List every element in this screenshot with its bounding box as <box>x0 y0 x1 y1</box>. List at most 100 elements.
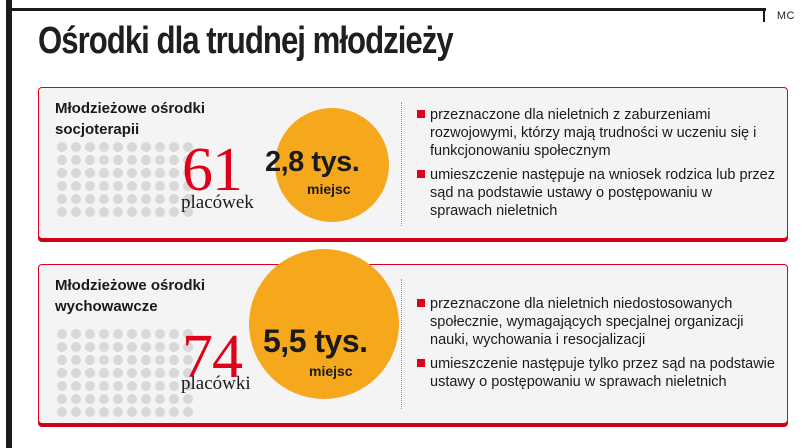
dot-icon <box>169 194 179 204</box>
dot-icon <box>57 194 67 204</box>
dot-icon <box>113 329 123 339</box>
dot-icon <box>85 394 95 404</box>
dot-grid <box>57 329 194 418</box>
dot-icon <box>57 142 67 152</box>
dot-icon <box>183 355 193 365</box>
dot-icon <box>183 407 193 417</box>
dot-icon <box>169 394 179 404</box>
dot-icon <box>169 181 179 191</box>
dot-icon <box>99 155 109 165</box>
card-wychowawcze: Młodzieżowe ośrodki wychowawcze 74 placó… <box>38 249 788 424</box>
dot-icon <box>113 342 123 352</box>
dot-icon <box>85 407 95 417</box>
dot-icon <box>127 142 137 152</box>
dot-icon <box>155 142 165 152</box>
places-unit: miejsc <box>307 181 351 197</box>
dot-icon <box>71 181 81 191</box>
dot-icon <box>169 155 179 165</box>
places-circle <box>275 108 389 222</box>
dot-icon <box>85 194 95 204</box>
dot-icon <box>71 329 81 339</box>
dot-icon <box>57 207 67 217</box>
dot-icon <box>127 381 137 391</box>
dot-icon <box>85 355 95 365</box>
page-title: Ośrodki dla trudnej młodzieży <box>38 20 454 62</box>
dot-icon <box>141 155 151 165</box>
dot-icon <box>99 181 109 191</box>
dot-icon <box>183 207 193 217</box>
card-title-line1: Młodzieżowe ośrodki <box>55 100 206 117</box>
dot-icon <box>85 168 95 178</box>
dot-icon <box>71 207 81 217</box>
places-value: 2,8 tys. <box>265 146 360 178</box>
dot-icon <box>183 168 193 178</box>
dot-icon <box>57 355 67 365</box>
dot-icon <box>99 368 109 378</box>
dot-icon <box>113 155 123 165</box>
dot-icon <box>169 407 179 417</box>
dot-icon <box>71 368 81 378</box>
frame-left-bar <box>6 0 12 448</box>
card-title: Młodzieżowe ośrodki wychowawcze <box>55 275 275 317</box>
dot-icon <box>57 342 67 352</box>
dot-icon <box>113 407 123 417</box>
facility-count: 61 <box>182 136 243 204</box>
dot-icon <box>113 207 123 217</box>
dot-icon <box>141 342 151 352</box>
bullet-text: umieszczenie następuje na wniosek rodzic… <box>430 167 775 219</box>
dot-icon <box>113 381 123 391</box>
dot-icon <box>71 407 81 417</box>
card-title-line1: Młodzieżowe ośrodki <box>55 277 206 294</box>
author-credit: MC <box>776 10 795 22</box>
dot-icon <box>141 407 151 417</box>
dot-icon <box>113 181 123 191</box>
dot-icon <box>183 155 193 165</box>
frame-corner-tick <box>763 8 765 22</box>
dot-icon <box>57 329 67 339</box>
places-unit: miejsc <box>309 363 353 379</box>
dot-icon <box>127 368 137 378</box>
dot-icon <box>183 394 193 404</box>
dot-icon <box>141 355 151 365</box>
bullet-text: przeznaczone dla nieletnich niedostosowa… <box>430 296 744 348</box>
dot-icon <box>169 168 179 178</box>
dot-icon <box>169 381 179 391</box>
dot-icon <box>71 155 81 165</box>
dot-icon <box>127 407 137 417</box>
dot-icon <box>57 168 67 178</box>
dot-icon <box>113 194 123 204</box>
dot-icon <box>183 381 193 391</box>
dot-icon <box>113 368 123 378</box>
dot-icon <box>71 342 81 352</box>
dot-icon <box>99 194 109 204</box>
bullet-square-icon <box>417 110 425 118</box>
dotted-divider <box>401 102 402 226</box>
dot-icon <box>57 381 67 391</box>
dot-icon <box>85 181 95 191</box>
bullet-text: umieszczenie następuje tylko przez sąd n… <box>430 356 775 390</box>
card-title: Młodzieżowe ośrodki socjoterapii <box>55 98 275 140</box>
dot-icon <box>113 142 123 152</box>
dot-icon <box>99 142 109 152</box>
dot-icon <box>183 329 193 339</box>
dot-icon <box>155 355 165 365</box>
dot-icon <box>71 168 81 178</box>
dot-icon <box>127 168 137 178</box>
dot-icon <box>85 368 95 378</box>
dot-icon <box>127 155 137 165</box>
dot-icon <box>155 194 165 204</box>
dot-icon <box>169 207 179 217</box>
dot-icon <box>155 394 165 404</box>
list-item: przeznaczone dla nieletnich z zaburzenia… <box>417 106 777 160</box>
dot-icon <box>155 207 165 217</box>
dot-icon <box>155 329 165 339</box>
dot-icon <box>127 342 137 352</box>
dot-icon <box>113 355 123 365</box>
facility-count: 74 <box>182 323 243 391</box>
bullet-list: przeznaczone dla nieletnich niedostosowa… <box>417 295 777 397</box>
frame-top-bar <box>6 8 766 11</box>
dot-icon <box>127 329 137 339</box>
dot-icon <box>155 342 165 352</box>
dot-icon <box>57 407 67 417</box>
dot-icon <box>57 181 67 191</box>
